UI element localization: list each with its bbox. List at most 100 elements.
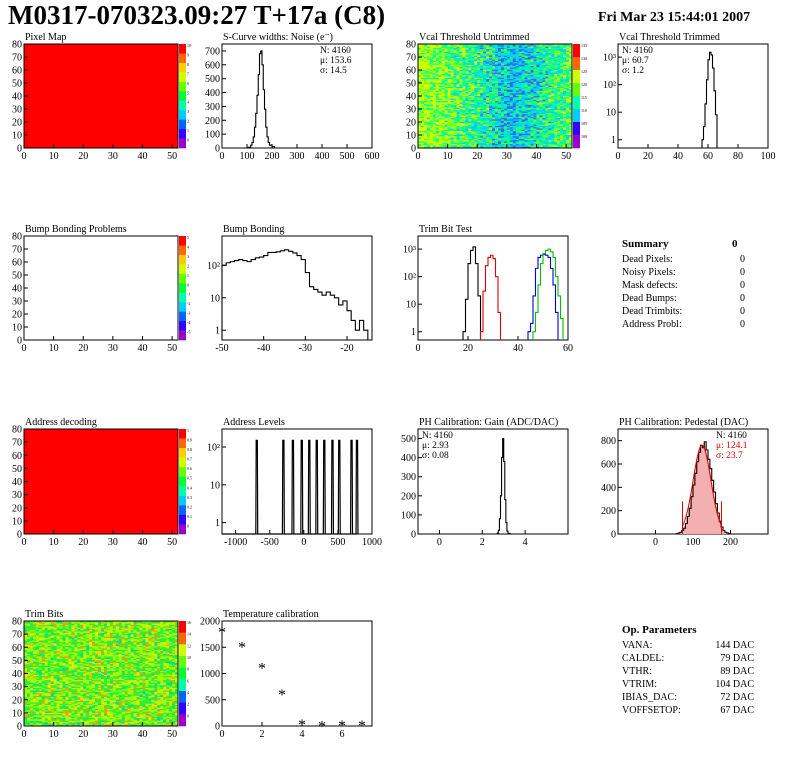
- heatmap-cell: [506, 85, 511, 88]
- heatmap-cell: [524, 63, 528, 66]
- heatmap-cell: [542, 119, 546, 122]
- heatmap-cell: [536, 102, 540, 105]
- heatmap-cell: [465, 119, 469, 122]
- heatmap-cell: [551, 51, 555, 54]
- heatmap-cell: [483, 58, 487, 60]
- heatmap-cell: [459, 79, 463, 81]
- heatmap-cell: [503, 55, 508, 58]
- heatmap-cell: [509, 84, 514, 86]
- heatmap-cell: [521, 45, 526, 47]
- heatmap-cell: [503, 131, 508, 133]
- heatmap-cell: [459, 60, 463, 63]
- heatmap-cell: [71, 631, 75, 634]
- y-tick-label: 0: [611, 530, 616, 541]
- heatmap-cell: [530, 127, 534, 129]
- heatmap-cell: [435, 46, 440, 49]
- heatmap-cell: [530, 44, 534, 46]
- heatmap-cell: [462, 62, 466, 64]
- heatmap-cell: [432, 45, 437, 47]
- heatmap-cell: [569, 68, 573, 71]
- heatmap-cell: [447, 109, 451, 111]
- palette-band: [179, 119, 186, 130]
- heatmap-cell: [80, 630, 84, 632]
- heatmap-cell: [495, 115, 499, 118]
- heatmap-cell: [444, 103, 449, 106]
- heatmap-cell: [71, 628, 75, 631]
- heatmap-cell: [420, 93, 425, 96]
- heatmap-cell: [68, 627, 72, 630]
- heatmap-cell: [477, 132, 481, 135]
- heatmap-cell: [53, 630, 57, 632]
- heatmap-cell: [423, 93, 428, 96]
- heatmap-cell: [500, 116, 505, 119]
- heatmap-cell: [518, 79, 523, 81]
- heatmap-cell: [483, 141, 487, 144]
- heatmap-cell: [563, 135, 567, 137]
- heatmap-cell: [497, 80, 502, 83]
- heatmap-cell: [432, 129, 437, 132]
- heatmap-cell: [560, 109, 564, 111]
- heatmap-cell: [474, 101, 478, 103]
- heatmap-cell: [551, 120, 555, 123]
- heatmap-cell: [560, 64, 564, 67]
- heatmap-cell: [495, 98, 499, 101]
- heatmap-cell: [533, 115, 537, 118]
- heatmap-cell: [441, 102, 446, 105]
- heatmap-cell: [450, 89, 454, 92]
- heatmap-cell: [118, 626, 123, 628]
- heatmap-cell: [44, 623, 49, 626]
- heatmap-cell: [483, 115, 487, 118]
- heatmap-cell: [44, 621, 49, 623]
- heatmap-cell: [545, 114, 549, 116]
- heatmap-cell: [536, 55, 540, 58]
- heatmap-cell: [483, 133, 487, 136]
- heatmap-cell: [32, 623, 37, 626]
- heatmap-cell: [468, 122, 472, 124]
- heatmap-cell: [423, 76, 428, 79]
- heatmap-cell: [480, 136, 484, 138]
- heatmap-cell: [554, 77, 558, 80]
- heatmap-cell: [441, 79, 446, 81]
- heatmap-cell: [569, 120, 573, 123]
- heatmap-cell: [512, 135, 517, 137]
- heatmap-cell: [569, 47, 573, 50]
- heatmap-cell: [551, 44, 555, 46]
- heatmap-cell: [450, 86, 454, 89]
- heatmap-cell: [468, 68, 472, 71]
- heatmap-cell: [435, 131, 440, 133]
- heatmap-cell: [509, 73, 514, 76]
- heatmap-cell: [418, 123, 422, 125]
- heatmap-cell: [489, 80, 493, 83]
- heatmap-cell: [429, 62, 434, 64]
- heatmap-cell: [468, 84, 472, 86]
- heatmap-cell: [89, 626, 93, 628]
- palette-band: [179, 486, 186, 497]
- heatmap-cell: [557, 88, 561, 90]
- heatmap-cell: [536, 66, 540, 68]
- panel-title-ph_pedestal: PH Calibration: Pedestal (DAC): [619, 417, 748, 428]
- heatmap-cell: [438, 96, 443, 98]
- heatmap-cell: [539, 67, 543, 70]
- heatmap-cell: [509, 77, 514, 80]
- heatmap-cell: [453, 45, 457, 47]
- heatmap-cell: [169, 628, 173, 631]
- heatmap-cell: [489, 59, 493, 62]
- heatmap-cell: [533, 142, 537, 145]
- heatmap-cell: [503, 137, 508, 140]
- heatmap-cell: [24, 631, 28, 634]
- heatmap-cell: [503, 106, 508, 109]
- heatmap-cell: [497, 135, 502, 137]
- heatmap-cell: [432, 88, 437, 90]
- heatmap-cell: [503, 128, 508, 131]
- heatmap-cell: [539, 90, 543, 93]
- heatmap-cell: [533, 51, 537, 54]
- heatmap-cell: [530, 53, 534, 55]
- heatmap-cell: [486, 92, 490, 94]
- heatmap-cell: [536, 58, 540, 60]
- heatmap-cell: [542, 132, 546, 135]
- heatmap-cell: [423, 144, 428, 146]
- heatmap-cell: [530, 133, 534, 136]
- heatmap-cell: [480, 122, 484, 124]
- heatmap-cell: [563, 102, 567, 105]
- heatmap-cell: [465, 101, 469, 103]
